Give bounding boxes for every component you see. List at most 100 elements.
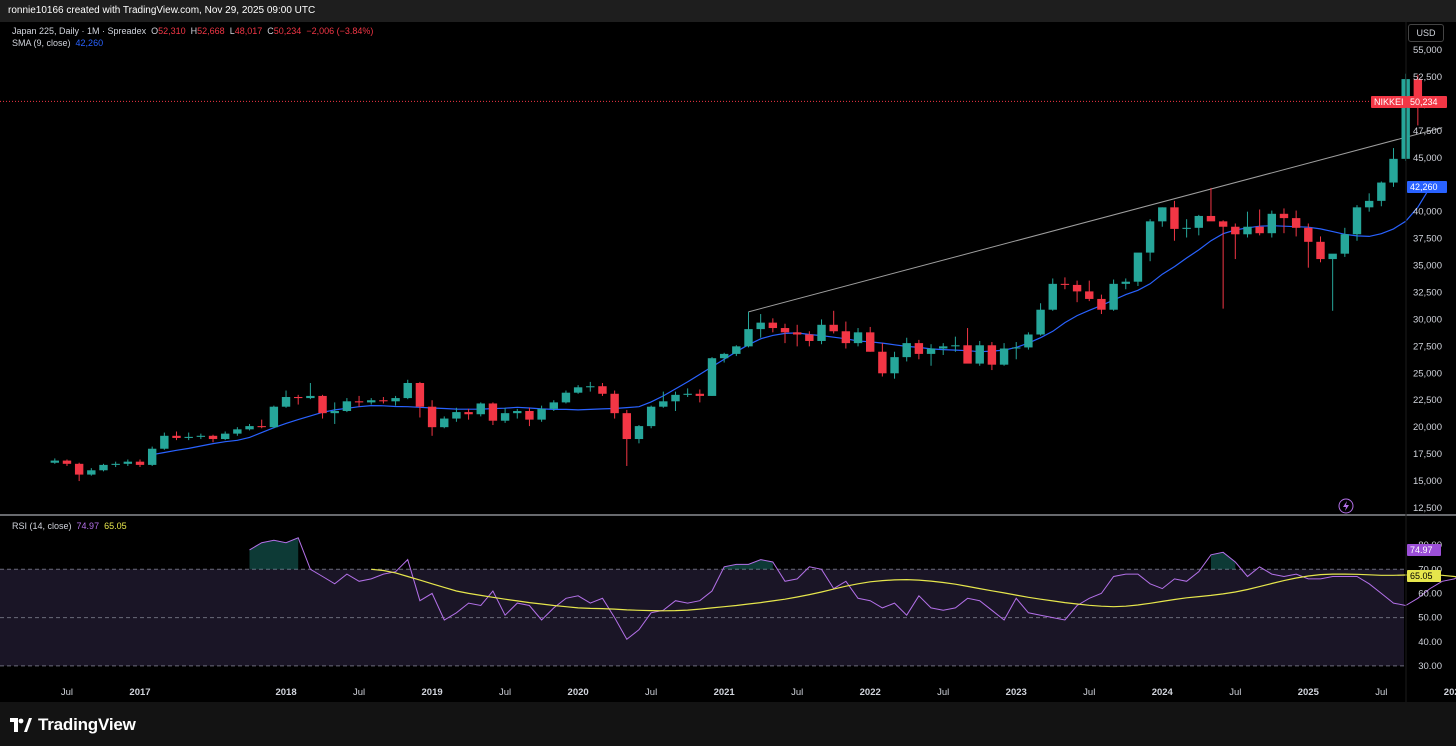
candle-body [1255, 226, 1264, 234]
candle [1279, 208, 1289, 234]
candle-body [208, 435, 218, 440]
open-value: 52,310 [158, 26, 186, 36]
candle [208, 434, 218, 443]
candle [245, 423, 254, 431]
candle [1145, 219, 1155, 262]
candle-body [379, 400, 388, 402]
close-label: C [267, 26, 274, 36]
candle [549, 400, 558, 412]
candle-body [622, 413, 631, 440]
candle [318, 394, 327, 419]
candle [1231, 223, 1240, 260]
candle-body [1170, 207, 1179, 229]
rsi-legend[interactable]: RSI (14, close) 74.97 65.05 [12, 521, 127, 531]
currency-button[interactable]: USD [1408, 24, 1444, 42]
candle [1109, 279, 1118, 311]
candle [196, 433, 206, 440]
candle-body [135, 461, 145, 465]
sma-label: SMA (9, close) [12, 38, 71, 48]
candle [87, 468, 96, 476]
symbol-label: Japan 225, Daily · 1M · Spreadex [12, 26, 147, 36]
candle [476, 402, 485, 417]
candle [99, 463, 108, 472]
rsi-ma-tag: 65.05 [1407, 570, 1441, 582]
candle-body [1194, 215, 1203, 228]
candle-body [866, 332, 875, 352]
time-axis-label: Jul [1083, 687, 1095, 698]
time-axis-label: Jul [499, 687, 511, 698]
candle [829, 310, 838, 334]
tradingview-logo[interactable]: TradingView [10, 715, 136, 735]
candle [464, 408, 473, 420]
price-axis-label: 55,000 [1413, 45, 1442, 56]
time-axis-label: Jul [1375, 687, 1387, 698]
candle [987, 342, 997, 371]
candle-body [342, 401, 352, 412]
creator-credit: ronnie10166 created with TradingView.com… [8, 5, 316, 16]
candle-body [537, 408, 546, 420]
candle [74, 462, 84, 482]
candle-body [683, 393, 692, 395]
candle-body [780, 328, 790, 333]
candle [1243, 211, 1252, 238]
rsi-value: 74.97 [76, 521, 100, 531]
candle-body [573, 387, 583, 393]
candle [999, 343, 1009, 366]
time-axis-label: Jul [645, 687, 657, 698]
candle-body [269, 406, 279, 428]
candle-body [1097, 298, 1106, 310]
candle [1182, 219, 1191, 238]
candle [1255, 209, 1264, 236]
price-axis-label: 52,500 [1413, 72, 1442, 83]
candle-body [111, 463, 120, 465]
lightning-icon-bolt [1343, 501, 1349, 511]
candle-body [926, 348, 936, 354]
price-axis-label: 45,000 [1413, 153, 1442, 164]
candle-body [902, 343, 911, 358]
candle-body [817, 324, 826, 341]
candle-body [914, 343, 924, 354]
candle [573, 385, 583, 394]
candle [951, 336, 960, 352]
sma-legend[interactable]: SMA (9, close) 42,260 [12, 38, 103, 48]
candle-body [1158, 207, 1167, 222]
price-pane[interactable] [0, 73, 1443, 514]
candle-body [1109, 283, 1118, 310]
candle [719, 352, 729, 363]
candle [1328, 253, 1337, 311]
candle-body [610, 393, 619, 414]
candle [1218, 220, 1228, 309]
candle-body [805, 334, 814, 341]
candle [1364, 193, 1374, 212]
candle [610, 390, 619, 419]
time-axis-label: 2021 [714, 687, 736, 698]
candle-body [744, 329, 753, 347]
candle-body [220, 433, 230, 440]
candle-body [1413, 79, 1423, 102]
price-axis-label: 17,500 [1413, 449, 1442, 460]
candle-body [1182, 227, 1191, 229]
candle-body [646, 406, 656, 427]
time-axis-label: Jul [353, 687, 365, 698]
price-axis-label: 35,000 [1413, 261, 1442, 272]
candle-body [1048, 283, 1057, 310]
rsi-pane[interactable] [0, 537, 1456, 667]
time-axis-label: 2022 [860, 687, 881, 698]
rsi-ma-line [371, 568, 1456, 612]
candle [147, 446, 157, 466]
candle-body [1291, 218, 1301, 228]
chart-area[interactable]: 12,500 15,000 17,500 20,000 22,500 25,000 27,5… [0, 22, 1456, 702]
candle-body [659, 401, 668, 407]
candle-body [963, 345, 972, 364]
candle-body [1377, 182, 1386, 201]
candle-body [707, 358, 717, 396]
sma-value: 42,260 [75, 38, 104, 48]
high-value: 52,668 [197, 26, 225, 36]
candle [659, 391, 668, 408]
candle-body [1085, 291, 1094, 299]
time-axis-label: 2025 [1298, 687, 1320, 698]
rsi-tag: 74.97 [1407, 544, 1441, 556]
chart-canvas[interactable]: 12,500 15,000 17,500 20,000 22,500 25,000 27,5… [0, 22, 1456, 702]
candle-body [330, 411, 339, 414]
price-axis-label: 20,000 [1413, 422, 1442, 433]
